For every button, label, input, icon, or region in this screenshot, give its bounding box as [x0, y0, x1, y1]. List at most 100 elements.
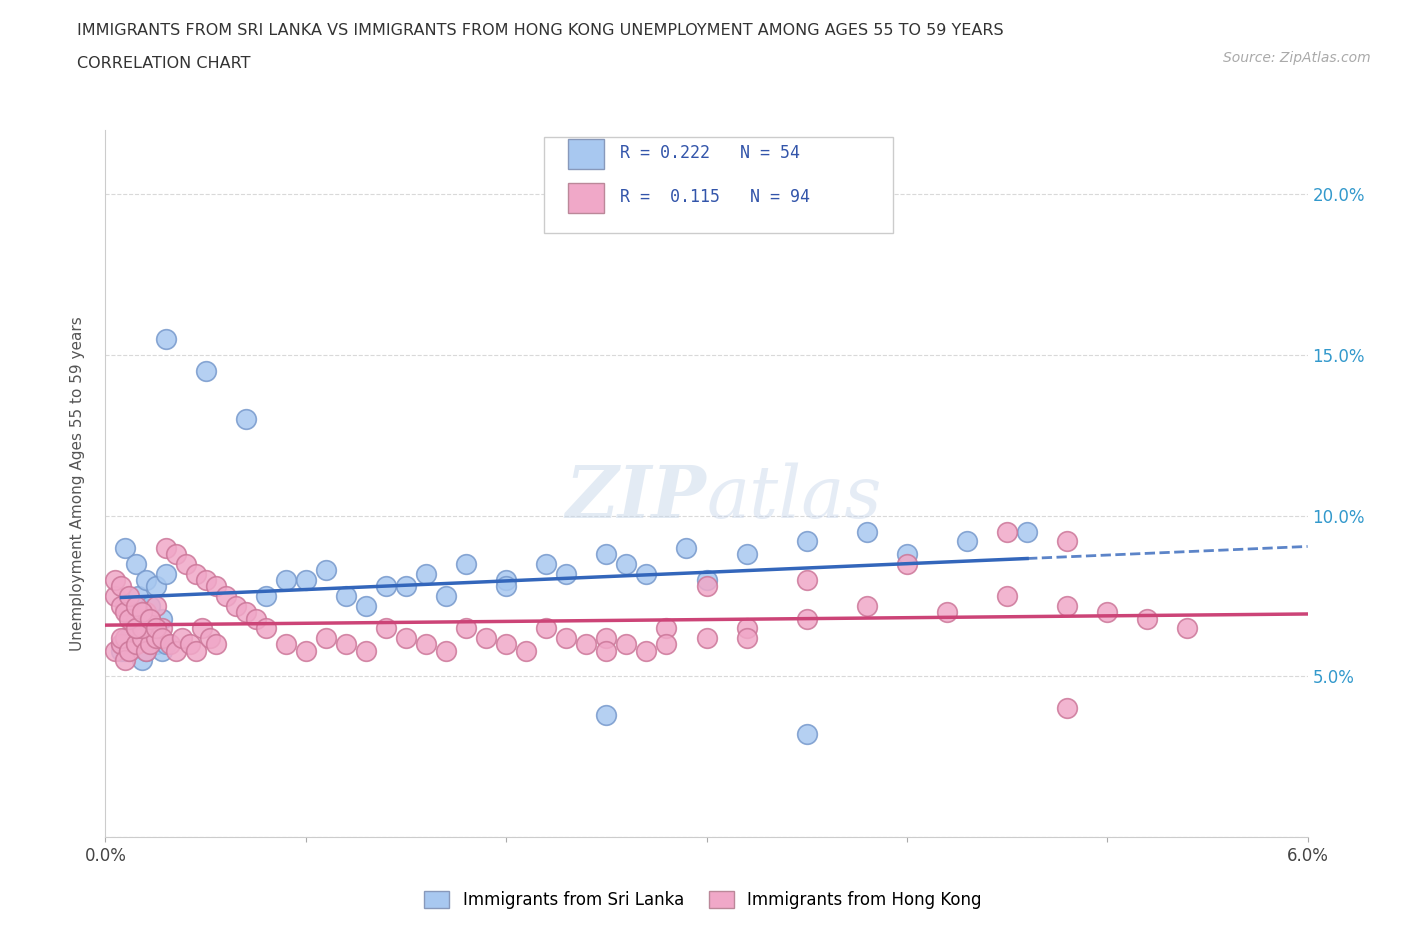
Point: [204, 637, 226, 652]
Point: [194, 573, 217, 588]
Point: [315, 563, 337, 578]
Point: [145, 620, 167, 635]
Point: [696, 631, 718, 645]
Point: [155, 637, 177, 652]
Point: [135, 604, 157, 619]
Point: [110, 637, 132, 652]
Text: R =  0.115   N = 94: R = 0.115 N = 94: [620, 188, 810, 206]
Point: [335, 637, 357, 652]
Point: [374, 620, 398, 635]
Point: [956, 534, 979, 549]
Point: [595, 708, 617, 723]
Point: [165, 644, 187, 658]
Point: [675, 540, 697, 555]
Point: [114, 598, 136, 613]
Point: [896, 556, 918, 571]
Point: [1175, 620, 1198, 635]
Point: [636, 644, 658, 658]
Point: [454, 620, 477, 635]
Point: [1136, 611, 1159, 626]
Point: [415, 637, 437, 652]
Point: [190, 620, 212, 635]
Point: [235, 412, 257, 427]
Point: [114, 540, 136, 555]
FancyBboxPatch shape: [568, 140, 605, 169]
Point: [124, 637, 146, 652]
Point: [194, 364, 217, 379]
Point: [165, 547, 187, 562]
Point: [110, 598, 132, 613]
Point: [124, 598, 146, 613]
Point: [204, 579, 226, 594]
Point: [495, 579, 517, 594]
Point: [145, 631, 167, 645]
Point: [131, 631, 153, 645]
Point: [495, 637, 517, 652]
Point: [124, 620, 146, 635]
Point: [118, 604, 141, 619]
Point: [114, 604, 136, 619]
Point: [735, 620, 758, 635]
Point: [138, 631, 160, 645]
Point: [124, 637, 146, 652]
Point: [796, 611, 818, 626]
Point: [214, 589, 236, 604]
Point: [295, 573, 318, 588]
Point: [131, 604, 153, 619]
Point: [155, 332, 177, 347]
Point: [616, 637, 638, 652]
Point: [454, 556, 477, 571]
Point: [118, 631, 141, 645]
Point: [534, 556, 557, 571]
Point: [198, 631, 221, 645]
Point: [796, 573, 818, 588]
Point: [245, 611, 267, 626]
Point: [254, 620, 277, 635]
Point: [995, 525, 1018, 539]
Point: [118, 644, 141, 658]
Point: [124, 611, 146, 626]
Point: [184, 644, 207, 658]
Legend: Immigrants from Sri Lanka, Immigrants from Hong Kong: Immigrants from Sri Lanka, Immigrants fr…: [416, 883, 990, 917]
Point: [150, 611, 173, 626]
Point: [395, 579, 418, 594]
Point: [595, 547, 617, 562]
Point: [104, 589, 127, 604]
Point: [354, 598, 377, 613]
Text: IMMIGRANTS FROM SRI LANKA VS IMMIGRANTS FROM HONG KONG UNEMPLOYMENT AMONG AGES 5: IMMIGRANTS FROM SRI LANKA VS IMMIGRANTS …: [77, 23, 1004, 38]
Point: [131, 653, 153, 668]
Point: [132, 611, 155, 626]
Point: [145, 620, 167, 635]
Point: [138, 598, 160, 613]
Point: [150, 631, 173, 645]
Point: [145, 637, 167, 652]
Point: [515, 644, 537, 658]
Point: [636, 566, 658, 581]
Point: [796, 726, 818, 741]
FancyBboxPatch shape: [544, 138, 893, 232]
Point: [616, 556, 638, 571]
Point: [354, 644, 377, 658]
Point: [534, 620, 557, 635]
Point: [434, 644, 457, 658]
Point: [415, 566, 437, 581]
Point: [138, 637, 160, 652]
Point: [118, 644, 141, 658]
Point: [274, 637, 297, 652]
Text: R = 0.222   N = 54: R = 0.222 N = 54: [620, 144, 800, 162]
Point: [896, 547, 918, 562]
Point: [595, 631, 617, 645]
Point: [155, 566, 177, 581]
Point: [118, 589, 141, 604]
Point: [235, 604, 257, 619]
Point: [1056, 534, 1078, 549]
Point: [595, 644, 617, 658]
Point: [124, 620, 146, 635]
Point: [855, 598, 877, 613]
Point: [475, 631, 498, 645]
Point: [138, 611, 160, 626]
Point: [274, 573, 297, 588]
Point: [124, 637, 146, 652]
Point: [155, 540, 177, 555]
Point: [1056, 701, 1078, 716]
